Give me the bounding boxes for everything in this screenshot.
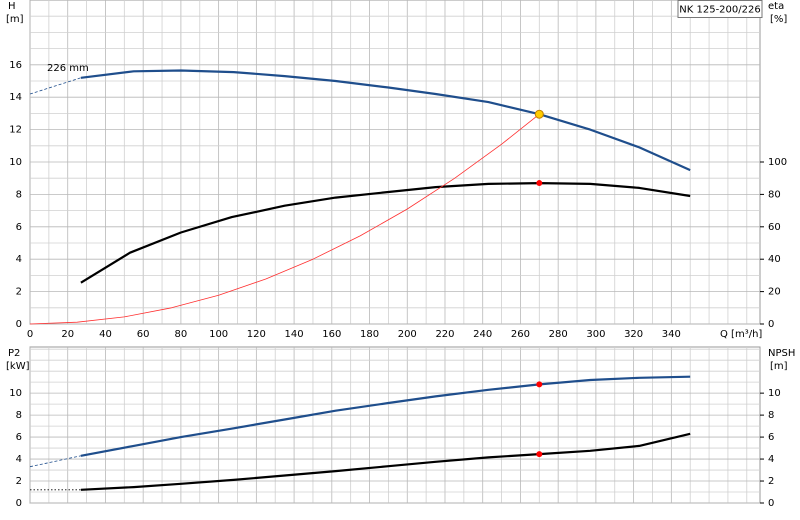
duty-point <box>536 381 543 388</box>
duty-point <box>534 109 544 119</box>
x-tick-label: 280 <box>549 329 568 340</box>
annotation: 226 mm <box>47 63 89 74</box>
y2-tick-label: 2 <box>768 476 774 487</box>
y-axis-unit: [kW] <box>6 361 30 372</box>
y2-tick-label: 80 <box>768 189 781 200</box>
x-tick-label: 0 <box>27 329 33 340</box>
x-axis-label: Q [m³/h] <box>720 329 762 340</box>
y-tick-label: 0 <box>16 319 22 330</box>
y-tick-label: 8 <box>16 410 22 421</box>
x-tick-label: 60 <box>137 329 150 340</box>
y-tick-label: 0 <box>16 498 22 509</box>
duty-point <box>536 451 543 458</box>
x-tick-label: 300 <box>586 329 605 340</box>
x-tick-label: 80 <box>175 329 188 340</box>
x-tick-label: 200 <box>398 329 417 340</box>
y2-tick-label: 4 <box>768 454 774 465</box>
x-tick-label: 140 <box>285 329 304 340</box>
y-tick-label: 6 <box>16 432 22 443</box>
y-axis-label: P2 <box>8 348 20 359</box>
curve <box>29 113 540 325</box>
y-tick-label: 6 <box>16 222 22 233</box>
chart-title: NK 125-200/226 <box>679 5 760 16</box>
x-tick-label: 100 <box>209 329 228 340</box>
plot-area <box>29 346 761 504</box>
y-axis-label: H <box>8 1 16 12</box>
curve <box>80 182 691 284</box>
y2-tick-label: 8 <box>768 410 774 421</box>
x-tick-label: 320 <box>624 329 643 340</box>
y2-tick-label: 60 <box>768 222 781 233</box>
y2-axis-unit: [m] <box>770 361 788 372</box>
y-tick-label: 10 <box>9 157 22 168</box>
x-tick-label: 240 <box>473 329 492 340</box>
y-tick-label: 16 <box>9 60 22 71</box>
x-tick-label: 20 <box>61 329 74 340</box>
x-tick-label: 220 <box>435 329 454 340</box>
y2-tick-label: 40 <box>768 254 781 265</box>
x-tick-label: 340 <box>662 329 681 340</box>
x-tick-label: 40 <box>99 329 112 340</box>
y-tick-label: 10 <box>9 388 22 399</box>
y-tick-label: 8 <box>16 189 22 200</box>
curve <box>29 77 82 95</box>
y2-tick-label: 20 <box>768 287 781 298</box>
y2-tick-label: 6 <box>768 432 774 443</box>
y2-tick-label: 100 <box>768 157 787 168</box>
curve <box>80 375 691 457</box>
curve <box>80 69 691 172</box>
y-tick-label: 2 <box>16 287 22 298</box>
y-tick-label: 4 <box>16 454 22 465</box>
curve <box>29 455 81 468</box>
y2-axis-label: eta <box>768 1 784 12</box>
x-tick-label: 260 <box>511 329 530 340</box>
y-tick-label: 12 <box>9 125 22 136</box>
x-tick-label: 180 <box>360 329 379 340</box>
y2-tick-label: 10 <box>768 388 781 399</box>
x-tick-label: 120 <box>247 329 266 340</box>
y-tick-label: 4 <box>16 254 22 265</box>
y2-tick-label: 0 <box>768 498 774 509</box>
duty-point <box>536 180 543 187</box>
y2-tick-label: 0 <box>768 319 774 330</box>
curve <box>80 432 691 491</box>
title-box <box>677 0 763 18</box>
y2-axis-unit: [%] <box>770 14 787 25</box>
y-tick-label: 2 <box>16 476 22 487</box>
x-tick-label: 160 <box>322 329 341 340</box>
y-axis-unit: [m] <box>6 14 24 25</box>
y-tick-label: 14 <box>9 92 22 103</box>
y2-axis-label: NPSH <box>768 348 795 359</box>
